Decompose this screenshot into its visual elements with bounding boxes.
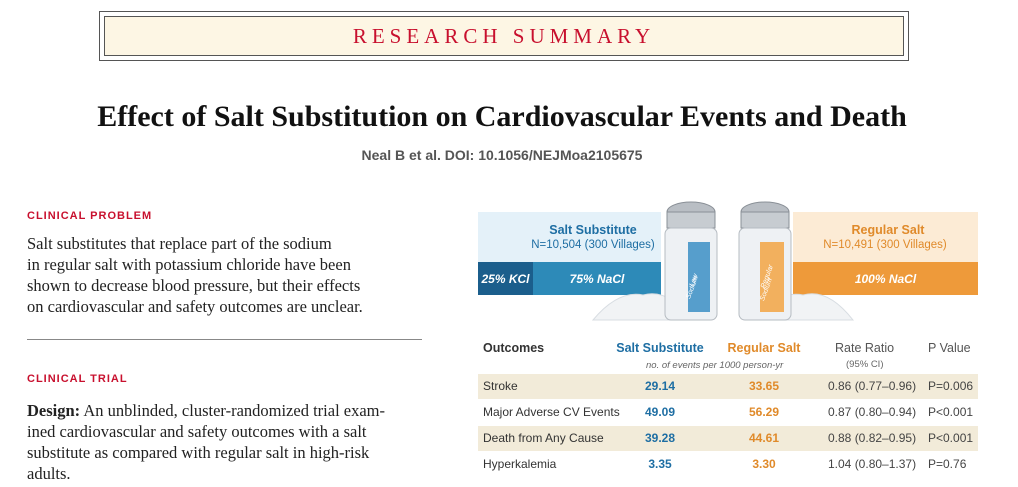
- trial-line-3: substitute as compared with regular salt…: [27, 443, 370, 462]
- banner-frame: RESEARCH SUMMARY: [99, 11, 909, 61]
- regular-salt-value: 44.61: [748, 431, 780, 445]
- problem-line-4: on cardiovascular and safety outcomes ar…: [27, 297, 363, 316]
- salt-substitute-value: 39.28: [644, 431, 676, 445]
- p-value: P=0.006: [928, 379, 974, 393]
- outcome-name: Stroke: [483, 379, 518, 393]
- table-row: Death from Any Cause 39.28 44.61 0.88 (0…: [478, 426, 978, 451]
- p-value: P<0.001: [928, 431, 974, 445]
- rate-ratio-value: 1.04 (0.80–1.37): [828, 457, 917, 471]
- banner: RESEARCH SUMMARY: [104, 16, 904, 56]
- p-value: P=0.76: [928, 457, 967, 471]
- outcome-name: Death from Any Cause: [483, 431, 604, 445]
- events-note: no. of events per 1000 person-yr: [646, 360, 784, 371]
- design-label: Design:: [27, 401, 81, 420]
- banner-text: RESEARCH SUMMARY: [352, 23, 656, 48]
- salt-substitute-title: Salt Substitute: [549, 223, 637, 237]
- clinical-problem-text: Salt substitutes that replace part of th…: [27, 233, 427, 317]
- header-salt-substitute: Salt Substitute: [616, 341, 704, 355]
- problem-line-1: Salt substitutes that replace part of th…: [27, 234, 332, 253]
- table-row: Hyperkalemia 3.35 3.30 1.04 (0.80–1.37) …: [478, 452, 978, 477]
- problem-line-2: in regular salt with potassium chloride …: [27, 255, 351, 274]
- salt-substitute-band: [478, 212, 661, 262]
- regular-salt-title: Regular Salt: [851, 223, 925, 237]
- regular-salt-band: [793, 212, 978, 262]
- salt-substitute-value: 29.14: [644, 379, 676, 393]
- header-rate-ratio: Rate Ratio: [835, 341, 895, 355]
- trial-line-2: ined cardiovascular and safety outcomes …: [27, 422, 367, 441]
- header-p-value: P Value: [928, 341, 971, 355]
- trial-line-4: adults.: [27, 464, 71, 483]
- header-regular-salt: Regular Salt: [727, 341, 801, 355]
- problem-line-3: shown to decrease blood pressure, but th…: [27, 276, 361, 295]
- citation: Neal B et al. DOI: 10.1056/NEJMoa2105675: [361, 147, 643, 163]
- table-row: Major Adverse CV Events 49.09 56.29 0.87…: [478, 400, 978, 425]
- rate-ratio-value: 0.87 (0.80–0.94): [828, 405, 917, 419]
- section-divider: [27, 339, 422, 340]
- regular-salt-value: 56.29: [748, 405, 780, 419]
- outcome-name: Hyperkalemia: [483, 457, 557, 471]
- regular-salt-value: 33.65: [748, 379, 780, 393]
- regular-salt-n: N=10,491 (300 Villages): [823, 239, 947, 251]
- rate-ratio-value: 0.86 (0.77–0.96): [828, 379, 917, 393]
- header-rate-ratio-ci: (95% CI): [846, 359, 884, 370]
- regular-salt-shaker-icon: Regular Sodium: [738, 201, 792, 321]
- salt-substitute-value: 3.35: [648, 457, 672, 471]
- kcl-bar: 25% KCl: [478, 262, 533, 295]
- salt-substitute-shaker-icon: Low Sodium: [664, 201, 718, 321]
- trial-line-1: Design: An unblinded, cluster-randomized…: [27, 400, 427, 421]
- nacl-75-bar: 75% NaCl: [533, 262, 661, 295]
- nacl-100-bar: 100% NaCl: [793, 262, 978, 295]
- header-outcomes: Outcomes: [483, 341, 545, 355]
- table-row: Stroke 29.14 33.65 0.86 (0.77–0.96) P=0.…: [478, 374, 978, 399]
- rate-ratio-value: 0.88 (0.82–0.95): [828, 431, 917, 445]
- outcome-name: Major Adverse CV Events: [483, 405, 620, 419]
- regular-salt-value: 3.30: [752, 457, 776, 471]
- salt-substitute-value: 49.09: [644, 405, 676, 419]
- trial-line-1-text: An unblinded, cluster-randomized trial e…: [83, 401, 385, 420]
- p-value: P<0.001: [928, 405, 974, 419]
- salt-comparison-graphic: Salt Substitute N=10,504 (300 Villages) …: [478, 200, 978, 330]
- low-sodium-label-1: Low: [689, 272, 700, 287]
- clinical-trial-label: CLINICAL TRIAL: [27, 373, 128, 385]
- clinical-problem-label: CLINICAL PROBLEM: [27, 210, 153, 222]
- page-title: Effect of Salt Substitution on Cardiovas…: [97, 100, 907, 133]
- clinical-trial-text: Design: An unblinded, cluster-randomized…: [27, 400, 427, 484]
- salt-substitute-n: N=10,504 (300 Villages): [531, 239, 655, 251]
